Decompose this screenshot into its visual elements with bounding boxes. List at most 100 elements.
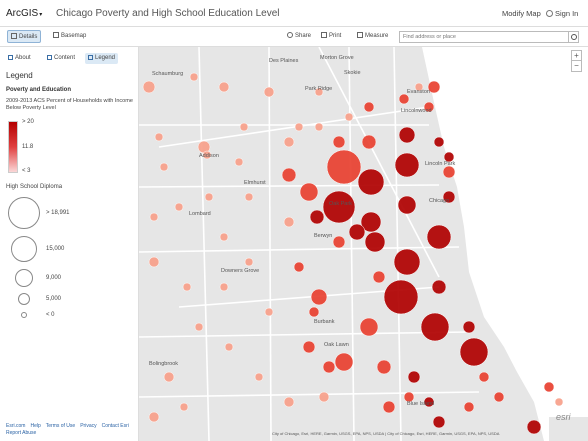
poverty-circle[interactable] xyxy=(149,212,159,222)
poverty-circle[interactable] xyxy=(426,224,452,250)
basemap-button[interactable]: Basemap xyxy=(50,30,89,43)
poverty-circle[interactable] xyxy=(299,182,319,202)
poverty-circle[interactable] xyxy=(398,126,416,144)
tab-content[interactable]: Content xyxy=(44,53,78,64)
poverty-circle[interactable] xyxy=(314,87,324,97)
poverty-circle[interactable] xyxy=(322,190,356,224)
zoom-in-button[interactable]: + xyxy=(571,50,582,61)
poverty-circle[interactable] xyxy=(326,149,362,185)
poverty-circle[interactable] xyxy=(462,320,476,334)
poverty-circle[interactable] xyxy=(383,279,419,315)
poverty-circle[interactable] xyxy=(174,202,184,212)
poverty-circle[interactable] xyxy=(148,256,160,268)
tab-about[interactable]: About xyxy=(5,53,34,64)
footer-link-report[interactable]: Report Abuse xyxy=(6,430,37,436)
poverty-circle[interactable] xyxy=(357,168,385,196)
poverty-circle[interactable] xyxy=(363,101,375,113)
poverty-circle[interactable] xyxy=(163,371,175,383)
poverty-circle[interactable] xyxy=(322,360,336,374)
measure-button[interactable]: Measure xyxy=(354,30,391,43)
poverty-circle[interactable] xyxy=(148,411,160,423)
poverty-circle[interactable] xyxy=(463,401,475,413)
poverty-circle[interactable] xyxy=(283,396,295,408)
poverty-circle[interactable] xyxy=(407,370,421,384)
poverty-circle[interactable] xyxy=(554,397,564,407)
details-button[interactable]: Details xyxy=(7,30,42,43)
poverty-circle[interactable] xyxy=(334,352,354,372)
sign-in-link[interactable]: Sign In xyxy=(546,9,578,18)
footer-link-privacy[interactable]: Privacy xyxy=(80,423,97,429)
poverty-circle[interactable] xyxy=(314,122,324,132)
footer-link-help[interactable]: Help xyxy=(30,423,41,429)
poverty-circle[interactable] xyxy=(264,307,274,317)
poverty-circle[interactable] xyxy=(543,381,555,393)
poverty-circle[interactable] xyxy=(283,136,295,148)
poverty-circle[interactable] xyxy=(393,248,421,276)
poverty-circle[interactable] xyxy=(194,322,204,332)
tab-legend[interactable]: Legend xyxy=(85,53,119,64)
poverty-circle[interactable] xyxy=(219,232,229,242)
poverty-circle[interactable] xyxy=(332,135,346,149)
poverty-circle[interactable] xyxy=(332,235,346,249)
poverty-circle[interactable] xyxy=(420,312,450,342)
poverty-circle[interactable] xyxy=(423,396,435,408)
share-button[interactable]: Share xyxy=(284,30,314,43)
footer-link-terms[interactable]: Terms of Use xyxy=(45,423,76,429)
poverty-circle[interactable] xyxy=(244,192,254,202)
poverty-circle[interactable] xyxy=(348,223,366,241)
poverty-circle[interactable] xyxy=(431,279,447,295)
poverty-circle[interactable] xyxy=(493,391,505,403)
poverty-circle[interactable] xyxy=(182,282,192,292)
poverty-circle[interactable] xyxy=(397,195,417,215)
print-button[interactable]: Print xyxy=(318,30,344,43)
poverty-circle[interactable] xyxy=(244,257,254,267)
poverty-circle[interactable] xyxy=(218,81,230,93)
poverty-circle[interactable] xyxy=(427,80,441,94)
modify-map-link[interactable]: Modify Map xyxy=(502,9,541,18)
poverty-circle[interactable] xyxy=(459,337,489,367)
poverty-circle[interactable] xyxy=(414,82,424,92)
poverty-circle[interactable] xyxy=(219,282,229,292)
poverty-circle[interactable] xyxy=(204,192,214,202)
poverty-circle[interactable] xyxy=(308,306,320,318)
poverty-circle[interactable] xyxy=(403,391,415,403)
footer-link-esri[interactable]: Esri.com xyxy=(6,423,26,429)
poverty-circle[interactable] xyxy=(398,93,410,105)
poverty-circle[interactable] xyxy=(360,211,382,233)
poverty-circle[interactable] xyxy=(239,122,249,132)
poverty-circle[interactable] xyxy=(344,112,354,122)
poverty-circle[interactable] xyxy=(442,165,456,179)
poverty-circle[interactable] xyxy=(281,167,297,183)
poverty-circle[interactable] xyxy=(372,270,386,284)
search-input[interactable]: Find address or place xyxy=(399,31,569,43)
poverty-circle[interactable] xyxy=(442,190,456,204)
poverty-circle[interactable] xyxy=(526,419,542,435)
poverty-circle[interactable] xyxy=(179,402,189,412)
poverty-circle[interactable] xyxy=(254,372,264,382)
poverty-circle[interactable] xyxy=(382,400,396,414)
map-view[interactable]: Des Plaines Morton Grove Skokie Schaumburg P… xyxy=(139,47,588,441)
poverty-circle[interactable] xyxy=(364,231,386,253)
poverty-circle[interactable] xyxy=(478,371,490,383)
poverty-circle[interactable] xyxy=(310,288,328,306)
poverty-circle[interactable] xyxy=(359,317,379,337)
poverty-circle[interactable] xyxy=(302,340,316,354)
poverty-circle[interactable] xyxy=(159,162,169,172)
poverty-circle[interactable] xyxy=(283,216,295,228)
poverty-circle[interactable] xyxy=(154,132,164,142)
search-button[interactable] xyxy=(569,31,579,43)
poverty-circle[interactable] xyxy=(189,72,199,82)
arcgis-brand-menu[interactable]: ArcGIS▾ xyxy=(6,8,42,19)
poverty-circle[interactable] xyxy=(432,415,446,429)
poverty-circle[interactable] xyxy=(293,261,305,273)
poverty-circle[interactable] xyxy=(263,86,275,98)
poverty-circle[interactable] xyxy=(376,359,392,375)
poverty-circle[interactable] xyxy=(294,122,304,132)
footer-link-contact[interactable]: Contact Esri xyxy=(101,423,129,429)
poverty-circle[interactable] xyxy=(394,152,420,178)
poverty-circle[interactable] xyxy=(224,342,234,352)
poverty-circle[interactable] xyxy=(443,151,455,163)
poverty-circle[interactable] xyxy=(318,391,330,403)
zoom-out-button[interactable]: − xyxy=(571,61,582,72)
poverty-circle[interactable] xyxy=(361,134,377,150)
